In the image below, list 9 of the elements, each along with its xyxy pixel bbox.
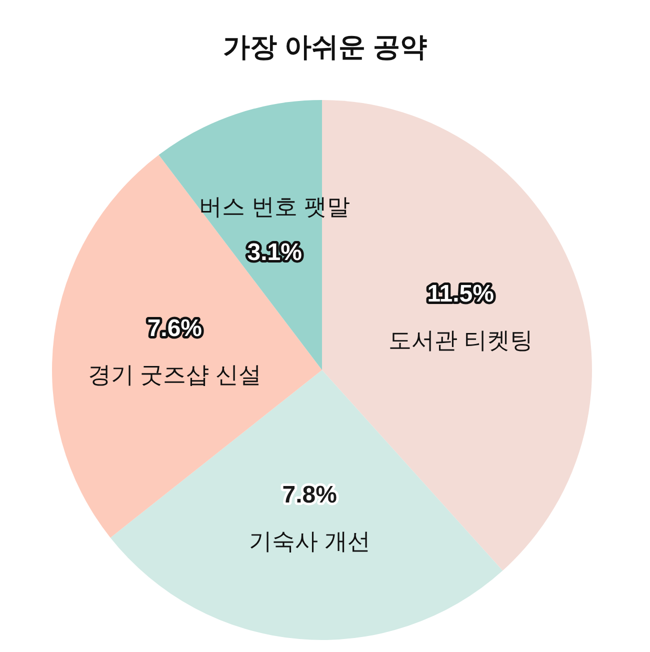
data-label: 7.6%: [147, 314, 202, 342]
data-label: 11.5%: [427, 280, 494, 308]
data-label: 3.1%: [247, 238, 302, 266]
slice-label: 버스 번호 팻말: [199, 193, 350, 220]
chart-title: 가장 아쉬운 공약: [222, 32, 428, 62]
slice-label: 도서관 티켓팅: [388, 326, 533, 353]
slice-label: 경기 굿즈샵 신설: [88, 361, 262, 388]
data-label: 7.8%: [282, 481, 337, 508]
slice-label: 기숙사 개선: [248, 528, 370, 554]
